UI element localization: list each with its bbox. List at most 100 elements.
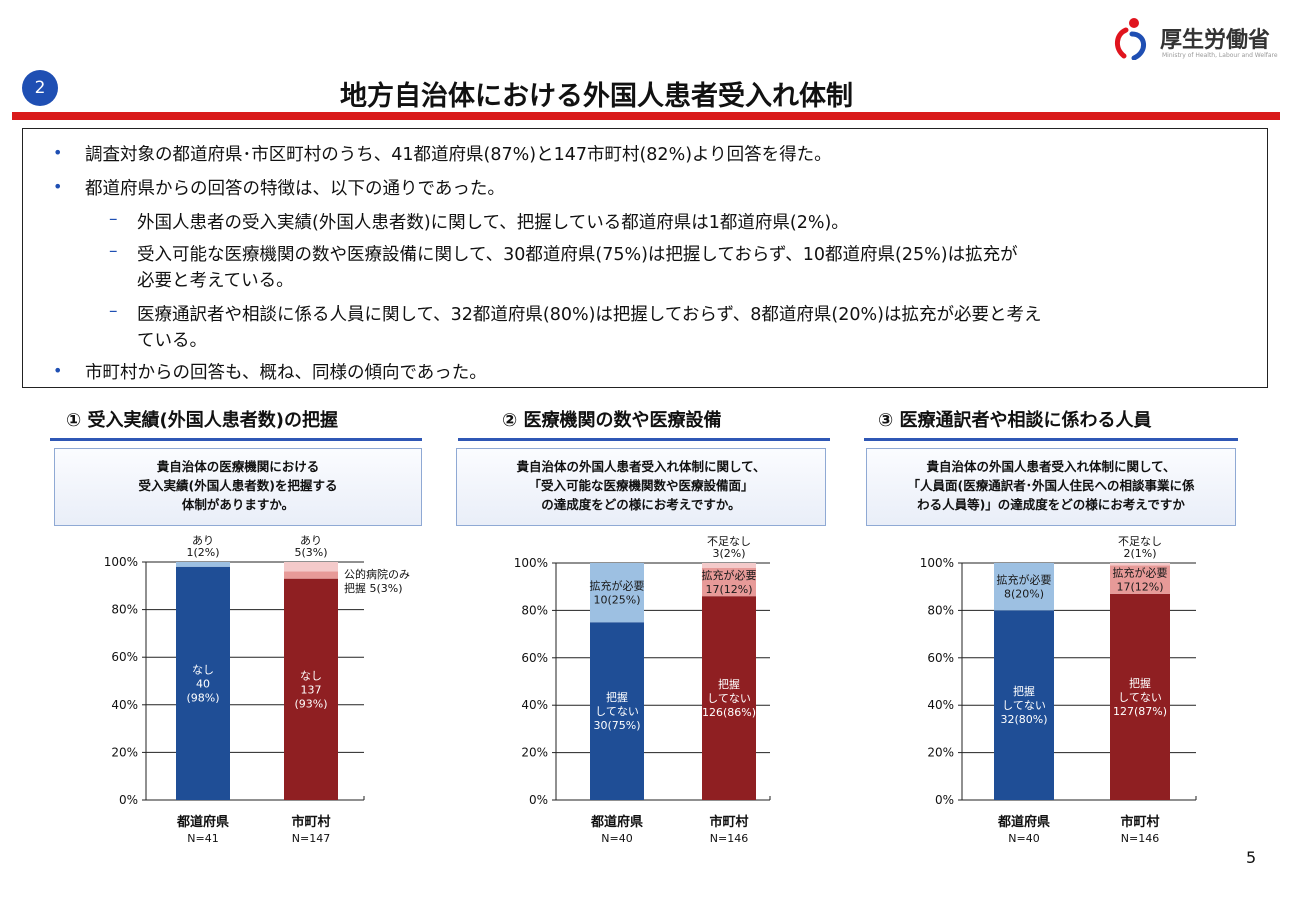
data-label: なし — [300, 669, 322, 682]
bar-segment — [994, 563, 1054, 611]
data-label: 拡充が必要 — [997, 573, 1052, 587]
top-label: 2(1%) — [1123, 547, 1156, 560]
y-tick-label: 80% — [927, 603, 954, 617]
bullet-marker: • — [53, 177, 63, 196]
data-label: 把握 — [1013, 684, 1035, 698]
bar-segment — [284, 571, 338, 579]
bar-segment — [1110, 593, 1170, 800]
question-line: 貴自治体の外国人患者受入れ体制に関して、 — [926, 459, 1176, 474]
bar-segment — [590, 622, 644, 800]
question-line: 受入実績(外国人患者数)を把握する — [138, 478, 338, 493]
data-label: 拡充が必要 — [1113, 566, 1168, 580]
side-label: 把握 5(3%) — [344, 581, 403, 595]
y-tick-label: 20% — [521, 746, 548, 760]
bar-segment — [702, 596, 756, 800]
x-tick-label: 市町村 — [1120, 814, 1159, 830]
data-label: 10(25%) — [593, 594, 640, 607]
data-label: 137 — [301, 683, 322, 696]
data-label: (98%) — [186, 691, 219, 704]
data-label: 126(86%) — [702, 706, 756, 719]
n-label: N=40 — [1008, 832, 1039, 845]
data-label: 拡充が必要 — [590, 579, 645, 593]
question-line: 「受入可能な医療機関数や医療設備面」 — [528, 478, 754, 493]
bar-segment — [284, 578, 338, 800]
x-tick-label: 都道府県 — [590, 814, 643, 830]
data-label: なし — [192, 663, 214, 676]
bar-segment — [702, 563, 756, 568]
summary-line: 都道府県からの回答の特徴は、以下の通りであった。 — [85, 179, 505, 199]
n-label: N=41 — [187, 832, 218, 845]
panel-2-rule — [458, 438, 830, 441]
top-label: あり — [300, 534, 322, 547]
data-label: 把握 — [606, 690, 628, 704]
bar-segment — [702, 567, 756, 597]
summary-line-continued: 必要と考えている。 — [137, 271, 294, 291]
data-label: 拡充が必要 — [702, 568, 757, 582]
summary-line: 調査対象の都道府県･市区町村のうち、41都道府県(87%)と147市町村(82%… — [85, 145, 832, 165]
y-tick-label: 100% — [104, 555, 138, 569]
bar-segment — [284, 562, 338, 572]
n-label: N=147 — [292, 832, 330, 845]
data-label: してない — [1118, 691, 1162, 704]
x-tick-label: 都道府県 — [997, 814, 1050, 830]
top-label: 不足なし — [1118, 535, 1162, 548]
data-label: してない — [1002, 699, 1046, 712]
title-underline — [12, 112, 1280, 120]
question-line: 貴自治体の外国人患者受入れ体制に関して、 — [516, 459, 766, 474]
n-label: N=40 — [601, 832, 632, 845]
mhlw-logo-icon — [1115, 18, 1146, 60]
data-label: 127(87%) — [1113, 705, 1167, 718]
y-tick-label: 20% — [111, 745, 138, 759]
top-label: 5(3%) — [294, 546, 327, 559]
top-label: あり — [192, 534, 214, 547]
bullet-marker: • — [53, 143, 63, 162]
side-label: 公的病院のみ — [344, 567, 410, 581]
bar-segment — [176, 566, 230, 800]
page-number: 5 — [1246, 848, 1257, 867]
bar-segment — [1110, 565, 1170, 594]
summary-line: 医療通訳者や相談に係る人員に関して、32都道府県(80%)は把握しておらず、8都… — [137, 305, 1042, 325]
y-tick-label: 0% — [529, 793, 548, 807]
panel-3-rule — [864, 438, 1238, 441]
y-tick-label: 80% — [111, 603, 138, 617]
bar-segment — [590, 563, 644, 623]
top-label: 3(2%) — [712, 547, 745, 560]
bullet-marker: • — [53, 361, 63, 380]
summary-line: 市町村からの回答も、概ね、同様の傾向であった。 — [85, 363, 487, 383]
bar-segment — [1110, 563, 1170, 566]
data-label: してない — [707, 692, 751, 705]
summary-line: 受入可能な医療機関の数や医療設備に関して、30都道府県(75%)は把握しておらず… — [137, 245, 1018, 265]
y-tick-label: 60% — [927, 651, 954, 665]
question-line: 体制がありますか。 — [181, 497, 295, 512]
data-label: 17(12%) — [1116, 581, 1163, 594]
y-tick-label: 40% — [111, 698, 138, 712]
data-label: してない — [595, 705, 639, 718]
logo-text: 厚生労働省 — [1160, 28, 1271, 53]
x-tick-label: 都道府県 — [176, 814, 229, 830]
bar-segment — [176, 562, 230, 567]
data-label: 40 — [196, 677, 210, 690]
data-label: 把握 — [1129, 676, 1151, 690]
question-line: 「人員面(医療通訳者･外国人住民への相談事業に係 — [907, 478, 1195, 493]
n-label: N=146 — [710, 832, 748, 845]
dash-marker: – — [109, 301, 118, 321]
data-label: 17(12%) — [705, 583, 752, 596]
panel-2-question: 貴自治体の外国人患者受入れ体制に関して、 「受入可能な医療機関数や医療設備面」 … — [456, 448, 826, 526]
data-label: 30(75%) — [593, 719, 640, 732]
n-label: N=146 — [1121, 832, 1159, 845]
panel-1-title: ① 受入実績(外国人患者数)の把握 — [66, 410, 338, 431]
y-tick-label: 0% — [935, 793, 954, 807]
panel-3-title: ③ 医療通訳者や相談に係わる人員 — [878, 410, 1152, 431]
y-tick-label: 60% — [111, 650, 138, 664]
summary-line-continued: ている。 — [137, 331, 207, 351]
y-tick-label: 100% — [920, 556, 954, 570]
question-line: 貴自治体の医療機関における — [156, 459, 320, 474]
y-tick-label: 40% — [521, 698, 548, 712]
data-label: 8(20%) — [1004, 588, 1044, 601]
panel-3-question: 貴自治体の外国人患者受入れ体制に関して、 「人員面(医療通訳者･外国人住民への相… — [866, 448, 1236, 526]
y-tick-label: 100% — [514, 556, 548, 570]
summary-line: 外国人患者の受入実績(外国人患者数)に関して、把握している都道府県は1都道府県(… — [137, 213, 849, 233]
top-label: 不足なし — [707, 535, 751, 548]
